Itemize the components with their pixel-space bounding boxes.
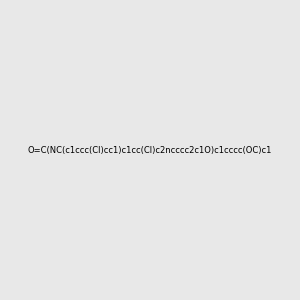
Text: O=C(NC(c1ccc(Cl)cc1)c1cc(Cl)c2ncccc2c1O)c1cccc(OC)c1: O=C(NC(c1ccc(Cl)cc1)c1cc(Cl)c2ncccc2c1O)…	[28, 146, 272, 154]
